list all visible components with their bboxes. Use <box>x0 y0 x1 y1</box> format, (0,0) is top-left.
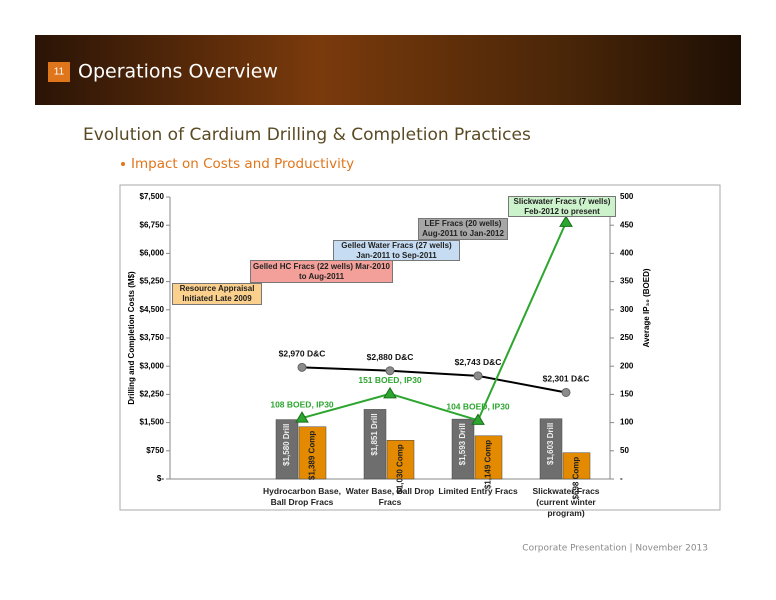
phase-annotation: LEF Fracs (20 wells) Aug-2011 to Jan-201… <box>418 218 508 240</box>
bar <box>474 435 503 480</box>
x-tick-label: Limited Entry Fracs <box>438 486 518 496</box>
y-tick-label: $750 <box>146 446 164 455</box>
y-tick-label: $3,750 <box>140 333 165 342</box>
bar-label: $698 Comp <box>572 457 581 500</box>
marker <box>297 362 307 372</box>
line <box>301 221 567 422</box>
y-tick-label: $- <box>157 474 164 483</box>
y2-tick-label: 200 <box>620 361 634 370</box>
bar-label: $1,603 Drill <box>546 423 555 465</box>
bar-label: $1,851 Drill <box>370 413 379 455</box>
bar-label: $1,149 Comp <box>484 440 493 489</box>
marker <box>295 411 309 423</box>
bar <box>451 418 475 480</box>
y2-tick-label: 250 <box>620 333 634 342</box>
marker <box>561 387 571 397</box>
bar <box>562 452 591 480</box>
y-tick-label: $7,500 <box>140 192 165 201</box>
y-tick-label: $1,500 <box>140 418 165 427</box>
y2-tick-label: 100 <box>620 418 634 427</box>
subtitle: Evolution of Cardium Drilling & Completi… <box>83 125 531 145</box>
y-tick-label: $5,250 <box>140 277 165 286</box>
y2-tick-label: 450 <box>620 220 634 229</box>
page-number-box <box>48 62 70 82</box>
header-band <box>35 35 741 105</box>
data-label: 151 BOED, IP30 <box>358 375 422 385</box>
y2-tick-label: 150 <box>620 390 634 399</box>
y2-tick-label: - <box>620 474 623 483</box>
bar-label: $1,389 Comp <box>308 431 317 480</box>
y2-tick-label: 350 <box>620 277 634 286</box>
bar <box>386 440 415 480</box>
y-tick-label: $3,000 <box>140 361 165 370</box>
y2-tick-label: 400 <box>620 249 634 258</box>
footer: Corporate Presentation | November 2013 <box>522 544 708 554</box>
phase-annotation: Resource Appraisal Initiated Late 2009 <box>172 283 262 305</box>
bar-label: $1,593 Drill <box>458 423 467 465</box>
bar-label: $1,030 Comp <box>396 444 405 493</box>
y-axis-title: Drilling and Completion Costs (M$) <box>127 271 136 405</box>
y2-tick-label: 500 <box>620 192 634 201</box>
y2-tick-label: 50 <box>620 446 629 455</box>
marker <box>473 371 483 381</box>
data-label: $2,301 D&C <box>543 374 590 384</box>
data-label: $2,743 D&C <box>455 357 502 367</box>
page-number: 11 <box>54 67 65 78</box>
phase-annotation: Gelled Water Fracs (27 wells) Jan-2011 t… <box>333 240 460 261</box>
data-label: $2,880 D&C <box>367 352 414 362</box>
marker <box>559 215 573 227</box>
y-tick-label: $6,750 <box>140 220 165 229</box>
y-tick-label: $4,500 <box>140 305 165 314</box>
x-tick-label: Water Base, Ball Drop Fracs <box>345 486 435 507</box>
marker <box>471 413 485 425</box>
marker <box>385 366 395 376</box>
bullet-dot <box>121 162 125 166</box>
bar <box>539 418 563 480</box>
y-tick-label: $6,000 <box>140 249 165 258</box>
y2-tick-label: 300 <box>620 305 634 314</box>
bullet-text: Impact on Costs and Productivity <box>131 156 354 172</box>
bar <box>275 419 299 480</box>
line <box>301 366 567 394</box>
slide-title: Operations Overview <box>78 61 278 83</box>
y-tick-label: $2,250 <box>140 390 165 399</box>
phase-annotation: Gelled HC Fracs (22 wells) Mar-2010 to A… <box>250 260 393 283</box>
bar <box>298 426 327 480</box>
marker <box>383 386 397 399</box>
data-label: 104 BOED, IP30 <box>446 402 510 412</box>
x-tick-label: Hydrocarbon Base, Ball Drop Fracs <box>263 486 341 507</box>
y2-axis-title: Average IP₃₀ (BOED) <box>642 268 651 347</box>
bar <box>363 409 387 480</box>
data-label: $2,970 D&C <box>279 349 326 359</box>
phase-annotation: Slickwater Fracs (7 wells) Feb-2012 to p… <box>508 196 616 217</box>
data-label: 108 BOED, IP30 <box>270 399 334 409</box>
x-tick-label: Slickwater Fracs (current winter program… <box>532 486 600 518</box>
bar-label: $1,580 Drill <box>282 424 291 466</box>
